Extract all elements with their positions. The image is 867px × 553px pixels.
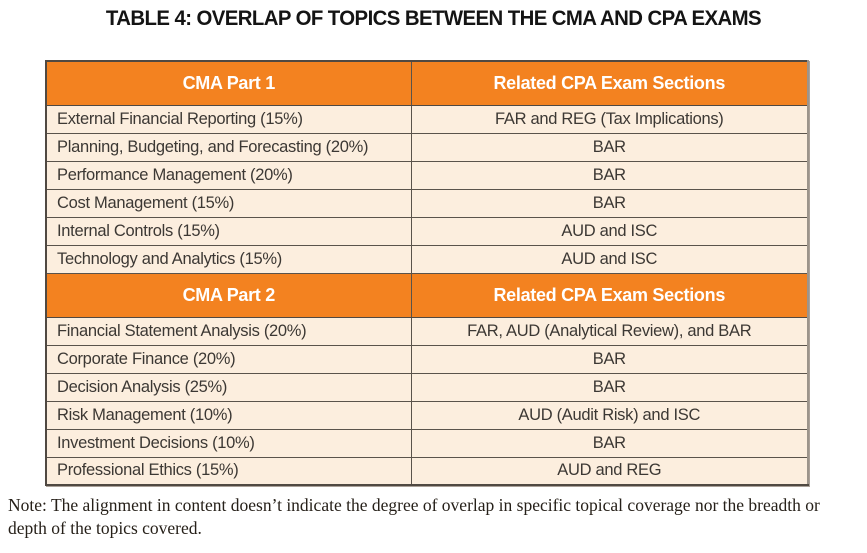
section-1-left-header: CMA Part 1 (45, 60, 412, 106)
topic-cell: Planning, Budgeting, and Forecasting (20… (45, 132, 412, 162)
table-row: Planning, Budgeting, and Forecasting (20… (45, 132, 809, 162)
topic-cell: Internal Controls (15%) (45, 216, 412, 246)
table-row: Cost Management (15%) BAR (45, 188, 809, 218)
topic-cell: Cost Management (15%) (45, 188, 412, 218)
topic-cell: Professional Ethics (15%) (45, 456, 412, 486)
table-row: Technology and Analytics (15%) AUD and I… (45, 244, 809, 274)
footnote: Note: The alignment in content doesn’t i… (8, 495, 820, 539)
topic-cell: Risk Management (10%) (45, 400, 412, 430)
topic-cell: Investment Decisions (10%) (45, 428, 412, 458)
table-row: External Financial Reporting (15%) FAR a… (45, 104, 809, 134)
cpa-cell: BAR (410, 188, 809, 218)
topic-cell: Technology and Analytics (15%) (45, 244, 412, 274)
topic-cell: Decision Analysis (25%) (45, 372, 412, 402)
table-row: Risk Management (10%) AUD (Audit Risk) a… (45, 400, 809, 430)
cpa-cell: BAR (410, 344, 809, 374)
cpa-cell: BAR (410, 132, 809, 162)
cpa-cell: AUD and ISC (410, 244, 809, 274)
overlap-table: CMA Part 1 Related CPA Exam Sections Ext… (45, 60, 809, 486)
cpa-cell: BAR (410, 160, 809, 190)
section-2-left-header: CMA Part 2 (45, 272, 412, 318)
cpa-cell: AUD and ISC (410, 216, 809, 246)
cpa-cell: AUD and REG (410, 456, 809, 486)
table-row: Financial Statement Analysis (20%) FAR, … (45, 316, 809, 346)
table-row: Performance Management (20%) BAR (45, 160, 809, 190)
topic-cell: Performance Management (20%) (45, 160, 412, 190)
table-row: Corporate Finance (20%) BAR (45, 344, 809, 374)
topic-cell: Corporate Finance (20%) (45, 344, 412, 374)
section-1-header-row: CMA Part 1 Related CPA Exam Sections (45, 60, 809, 106)
cpa-cell: AUD (Audit Risk) and ISC (410, 400, 809, 430)
table-row: Investment Decisions (10%) BAR (45, 428, 809, 458)
table-row: Internal Controls (15%) AUD and ISC (45, 216, 809, 246)
cpa-cell: FAR, AUD (Analytical Review), and BAR (410, 316, 809, 346)
cpa-cell: BAR (410, 372, 809, 402)
table-title: TABLE 4: OVERLAP OF TOPICS BETWEEN THE C… (105, 7, 762, 30)
section-2-right-header: Related CPA Exam Sections (410, 272, 809, 318)
table-row: Professional Ethics (15%) AUD and REG (45, 456, 809, 486)
section-1-right-header: Related CPA Exam Sections (410, 60, 809, 106)
topic-cell: External Financial Reporting (15%) (45, 104, 412, 134)
cpa-cell: BAR (410, 428, 809, 458)
section-2-header-row: CMA Part 2 Related CPA Exam Sections (45, 272, 809, 318)
topic-cell: Financial Statement Analysis (20%) (45, 316, 412, 346)
table-row: Decision Analysis (25%) BAR (45, 372, 809, 402)
cpa-cell: FAR and REG (Tax Implications) (410, 104, 809, 134)
